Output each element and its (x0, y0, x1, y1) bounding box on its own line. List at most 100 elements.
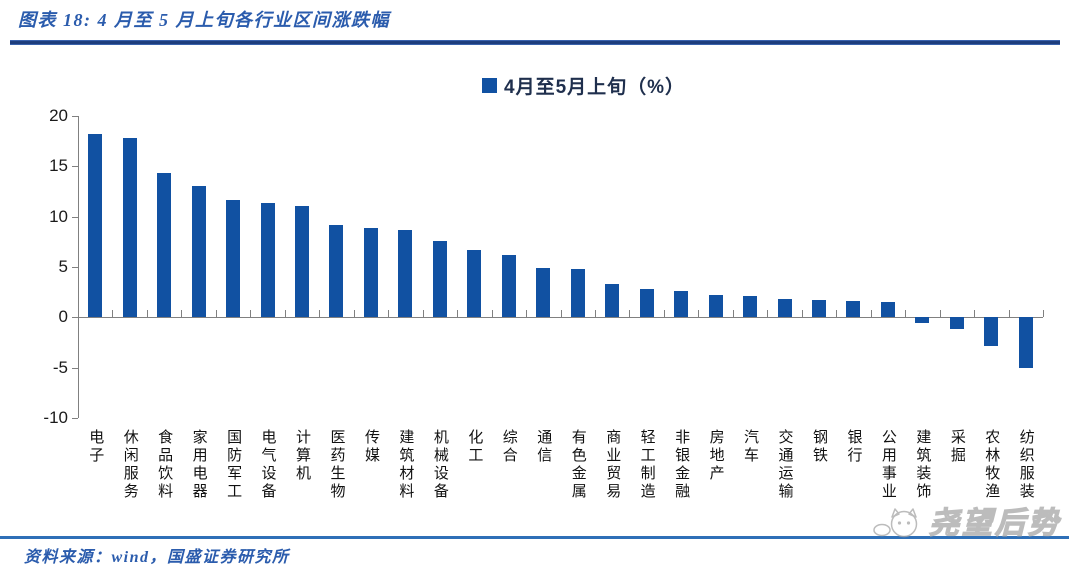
watermark-text: 尧望后势 (928, 506, 1061, 540)
category-label: 农林牧渔 (983, 429, 1000, 501)
category-label: 建筑装饰 (914, 429, 931, 501)
bar (260, 202, 275, 318)
category-label: 采掘 (948, 429, 965, 465)
category-label: 商业贸易 (604, 429, 621, 501)
y-axis-tick (72, 166, 78, 168)
bar (467, 249, 482, 318)
source-note: 资料来源：wind，国盛证券研究所 (24, 549, 290, 566)
category-tick (215, 310, 217, 318)
y-axis-tick (72, 418, 78, 419)
category-tick (629, 310, 631, 318)
bar (880, 302, 895, 318)
bar (915, 317, 930, 324)
category-label: 建筑材料 (397, 429, 414, 501)
category-label: 钢铁 (810, 429, 827, 465)
bar (743, 296, 758, 318)
bar (570, 269, 585, 318)
category-axis-labels: 电子 休闲服务 食品饮料 家用电器 国防军工 电气设备 计算机 医药生物 传媒 建筑材料 机械设备 化… (78, 429, 1043, 537)
bar (363, 227, 378, 318)
y-axis-tick (72, 267, 78, 268)
bar (777, 299, 792, 318)
category-label: 有色金属 (569, 429, 586, 501)
category-label: 通信 (535, 429, 552, 465)
plot-area: 20 15 10 5 0 -5 -10 (43, 106, 1044, 427)
category-label: 计算机 (294, 429, 311, 483)
y-axis-line (78, 116, 79, 418)
category-tick (594, 310, 596, 318)
category-tick (974, 310, 976, 318)
bar (398, 229, 413, 318)
category-tick (284, 310, 286, 318)
legend-swatch-icon (482, 78, 497, 93)
y-tick-label: 20 (49, 106, 68, 125)
y-tick-label: -5 (52, 357, 68, 377)
category-label: 食品饮料 (156, 429, 173, 501)
bar (846, 301, 861, 318)
category-tick (181, 310, 183, 318)
bar (226, 199, 241, 318)
category-label: 休闲服务 (121, 429, 138, 501)
chart-legend: 4月至5月上旬（%） (482, 72, 685, 99)
category-tick (1008, 310, 1010, 318)
category-label: 轻工制造 (638, 429, 655, 501)
category-label: 国防军工 (225, 429, 242, 501)
category-tick (319, 310, 321, 318)
watermark: 尧望后势 (872, 498, 1061, 542)
bar (295, 205, 310, 318)
category-tick (698, 310, 700, 318)
category-tick (767, 310, 769, 318)
category-tick (250, 310, 252, 318)
category-label: 医药生物 (328, 429, 345, 501)
bar (157, 173, 172, 318)
bar (811, 300, 826, 318)
category-label: 纺织服装 (1017, 429, 1034, 501)
y-tick-label: 15 (49, 156, 68, 176)
bar (984, 317, 999, 346)
category-label: 交通运输 (776, 429, 793, 501)
category-label: 综合 (500, 429, 517, 465)
title-divider (10, 40, 1060, 45)
bar (949, 317, 964, 330)
y-tick-label: 0 (58, 307, 68, 327)
category-tick (526, 310, 528, 318)
category-tick (870, 310, 872, 318)
bar (432, 240, 447, 318)
category-tick (353, 310, 355, 318)
category-label: 家用电器 (190, 429, 207, 501)
category-tick (939, 310, 941, 318)
category-tick (146, 310, 148, 318)
y-axis-tick (72, 367, 78, 369)
category-tick (1043, 310, 1044, 318)
category-tick (836, 310, 838, 318)
bar (605, 284, 620, 318)
y-axis-tick (72, 317, 78, 319)
footer-divider (0, 536, 1069, 539)
bar (536, 268, 551, 318)
bar (1018, 317, 1033, 368)
bar (122, 138, 137, 318)
category-tick (905, 310, 907, 318)
category-tick (388, 310, 390, 318)
x-axis-zero-line (78, 317, 1043, 319)
y-axis-tick (72, 116, 78, 117)
category-tick (663, 310, 665, 318)
category-label: 机械设备 (431, 429, 448, 501)
category-tick (78, 310, 79, 318)
y-tick-label: 5 (58, 257, 68, 276)
y-tick-label: -10 (43, 408, 68, 427)
bar (708, 295, 723, 318)
category-tick (732, 310, 734, 318)
category-label: 化工 (466, 429, 483, 465)
category-tick (112, 310, 114, 318)
category-label: 公用事业 (879, 429, 896, 501)
y-axis-tick (72, 216, 78, 218)
bar (329, 224, 344, 318)
category-label: 传媒 (362, 429, 379, 465)
bar (639, 289, 654, 318)
legend-label: 4月至5月上旬（%） (504, 77, 686, 98)
bar (88, 134, 103, 318)
bar (191, 186, 206, 318)
chart-title: 图表 18: 4 月至 5 月上旬各行业区间涨跌幅 (18, 10, 390, 30)
cat-face-logo-icon (873, 508, 918, 538)
